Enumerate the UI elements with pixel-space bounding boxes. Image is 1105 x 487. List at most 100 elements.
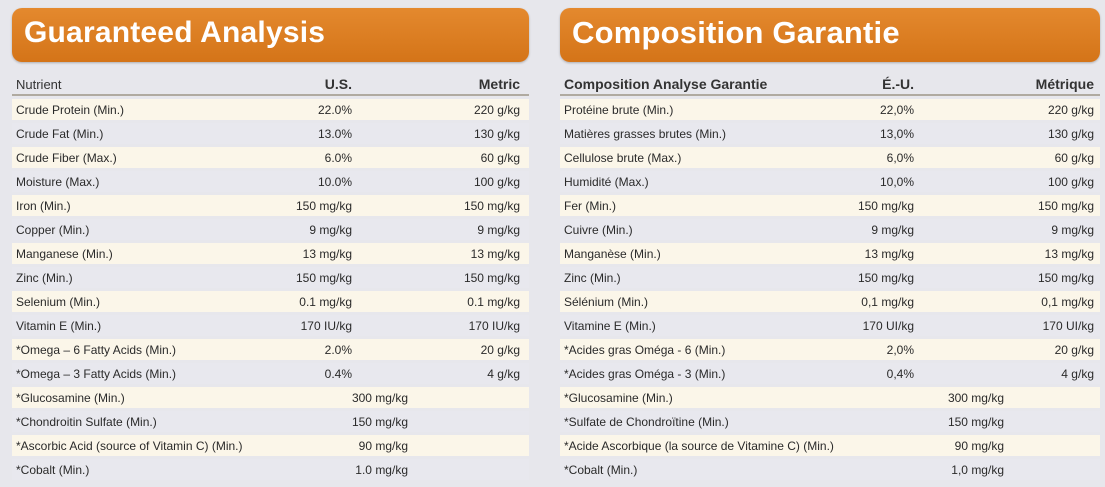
nutrient-name: *Acides gras Oméga - 3 (Min.) [564, 366, 726, 381]
table-row: Selenium (Min.) 0.1 mg/kg 0.1 mg/kg [12, 291, 529, 312]
english-analysis-panel: Guaranteed Analysis Nutrient U.S. Metric… [12, 8, 529, 480]
table-row: *Omega – 3 Fatty Acids (Min.) 0.4% 4 g/kg [12, 363, 529, 384]
metric-value: 9 mg/kg [1051, 222, 1094, 237]
nutrient-name: Cellulose brute (Max.) [564, 150, 682, 165]
table-row: Matières grasses brutes (Min.) 13,0% 130 g… [560, 123, 1100, 144]
us-value: 10.0% [317, 174, 352, 189]
us-value: 13 mg/kg [864, 246, 914, 261]
table-row: Copper (Min.) 9 mg/kg 9 mg/kg [12, 219, 529, 240]
nutrient-name: Crude Fat (Min.) [16, 126, 104, 141]
metric-value: 220 g/kg [1047, 102, 1094, 117]
combined-value: 90 mg/kg [358, 438, 408, 453]
column-header-us: É.-U. [882, 76, 914, 92]
nutrient-name: Zinc (Min.) [16, 270, 73, 285]
nutrient-name: Crude Protein (Min.) [16, 102, 125, 117]
us-value: 6,0% [886, 150, 914, 165]
nutrient-name: Manganèse (Min.) [564, 246, 661, 261]
us-value: 0.4% [324, 366, 352, 381]
nutrient-rows: Crude Protein (Min.) 22.0% 220 g/kg Crude F… [12, 99, 529, 480]
table-row: *Acides gras Oméga - 3 (Min.) 0,4% 4 g/kg [560, 363, 1100, 384]
metric-value: 13 mg/kg [470, 246, 520, 261]
metric-value: 60 g/kg [480, 150, 520, 165]
table-row: Zinc (Min.) 150 mg/kg 150 mg/kg [12, 267, 529, 288]
nutrient-name: *Sulfate de Chondroïtine (Min.) [564, 414, 729, 429]
nutrient-name: Selenium (Min.) [16, 294, 101, 309]
column-header-nutrient: Composition Analyse Garantie [564, 76, 768, 92]
combined-value: 1,0 mg/kg [951, 462, 1004, 477]
column-header-nutrient: Nutrient [16, 77, 62, 92]
table-row: Crude Fiber (Max.) 6.0% 60 g/kg [12, 147, 529, 168]
metric-value: 4 g/kg [1061, 366, 1094, 381]
combined-value: 1.0 mg/kg [355, 462, 408, 477]
table-row: Fer (Min.) 150 mg/kg 150 mg/kg [560, 195, 1100, 216]
table-row: Cellulose brute (Max.) 6,0% 60 g/kg [560, 147, 1100, 168]
nutrient-name: Matières grasses brutes (Min.) [564, 126, 727, 141]
table-row: Sélénium (Min.) 0,1 mg/kg 0,1 mg/kg [560, 291, 1100, 312]
nutrient-name: Humidité (Max.) [564, 174, 649, 189]
us-value: 150 mg/kg [296, 198, 353, 213]
metric-value: 0.1 mg/kg [467, 294, 520, 309]
us-value: 0,4% [886, 366, 914, 381]
table-row: *Sulfate de Chondroïtine (Min.) 150 mg/kg [560, 411, 1100, 432]
nutrient-name: Moisture (Max.) [16, 174, 100, 189]
table-row: *Glucosamine (Min.) 300 mg/kg [560, 387, 1100, 408]
us-value: 150 mg/kg [296, 270, 353, 285]
table-row: *Ascorbic Acid (source of Vitamin C) (Mi… [12, 435, 529, 456]
nutrient-name: *Omega – 3 Fatty Acids (Min.) [16, 366, 177, 381]
metric-value: 4 g/kg [487, 366, 520, 381]
metric-value: 9 mg/kg [477, 222, 520, 237]
nutrient-name: Fer (Min.) [564, 198, 616, 213]
nutrient-name: Protéine brute (Min.) [564, 102, 674, 117]
metric-value: 100 g/kg [1047, 174, 1094, 189]
nutrient-name: Crude Fiber (Max.) [16, 150, 117, 165]
us-value: 22.0% [317, 102, 352, 117]
nutrient-name: *Ascorbic Acid (source of Vitamin C) (Mi… [16, 438, 243, 453]
nutrient-name: *Acides gras Oméga - 6 (Min.) [564, 342, 726, 357]
table-row: Zinc (Min.) 150 mg/kg 150 mg/kg [560, 267, 1100, 288]
table-row: *Omega – 6 Fatty Acids (Min.) 2.0% 20 g/kg [12, 339, 529, 360]
nutrient-rows: Protéine brute (Min.) 22,0% 220 g/kg Matièr… [560, 99, 1100, 480]
combined-value: 150 mg/kg [947, 414, 1004, 429]
metric-value: 150 mg/kg [1037, 198, 1094, 213]
combined-value: 150 mg/kg [351, 414, 408, 429]
column-header-metric: Métrique [1035, 76, 1094, 92]
table-row: Manganese (Min.) 13 mg/kg 13 mg/kg [12, 243, 529, 264]
nutrient-name: Vitamine E (Min.) [564, 318, 656, 333]
table-row: *Acide Ascorbique (la source de Vitamine… [560, 435, 1100, 456]
nutrient-name: Zinc (Min.) [564, 270, 621, 285]
nutrient-name: *Glucosamine (Min.) [564, 390, 673, 405]
us-value: 9 mg/kg [871, 222, 914, 237]
metric-value: 20 g/kg [1054, 342, 1094, 357]
column-header-us: U.S. [324, 76, 352, 92]
nutrient-name: *Acide Ascorbique (la source de Vitamine… [564, 438, 834, 453]
nutrient-name: *Cobalt (Min.) [16, 462, 90, 477]
us-value: 13,0% [879, 126, 914, 141]
metric-value: 220 g/kg [473, 102, 520, 117]
metric-value: 150 mg/kg [1037, 270, 1094, 285]
us-value: 0.1 mg/kg [299, 294, 352, 309]
table-row: Crude Protein (Min.) 22.0% 220 g/kg [12, 99, 529, 120]
metric-value: 60 g/kg [1054, 150, 1094, 165]
table-row: *Cobalt (Min.) 1.0 mg/kg [12, 459, 529, 480]
panel-title: Guaranteed Analysis [12, 8, 529, 62]
nutrient-name: Vitamin E (Min.) [16, 318, 102, 333]
combined-value: 300 mg/kg [947, 390, 1004, 405]
table-row: *Chondroitin Sulfate (Min.) 150 mg/kg [12, 411, 529, 432]
metric-value: 170 UI/kg [1042, 318, 1094, 333]
metric-value: 130 g/kg [473, 126, 520, 141]
us-value: 13 mg/kg [302, 246, 352, 261]
nutrient-name: Cuivre (Min.) [564, 222, 633, 237]
table-header: Composition Analyse Garantie É.-U. Métri… [560, 68, 1100, 96]
table-row: Vitamin E (Min.) 170 IU/kg 170 IU/kg [12, 315, 529, 336]
table-header: Nutrient U.S. Metric [12, 68, 529, 96]
metric-value: 0,1 mg/kg [1041, 294, 1094, 309]
nutrient-name: *Glucosamine (Min.) [16, 390, 125, 405]
us-value: 2,0% [886, 342, 914, 357]
us-value: 170 IU/kg [300, 318, 352, 333]
table-row: Iron (Min.) 150 mg/kg 150 mg/kg [12, 195, 529, 216]
metric-value: 100 g/kg [473, 174, 520, 189]
metric-value: 170 IU/kg [468, 318, 520, 333]
french-analysis-panel: Composition Garantie Composition Analyse… [560, 8, 1100, 480]
us-value: 13.0% [317, 126, 352, 141]
panel-title: Composition Garantie [560, 8, 1100, 62]
